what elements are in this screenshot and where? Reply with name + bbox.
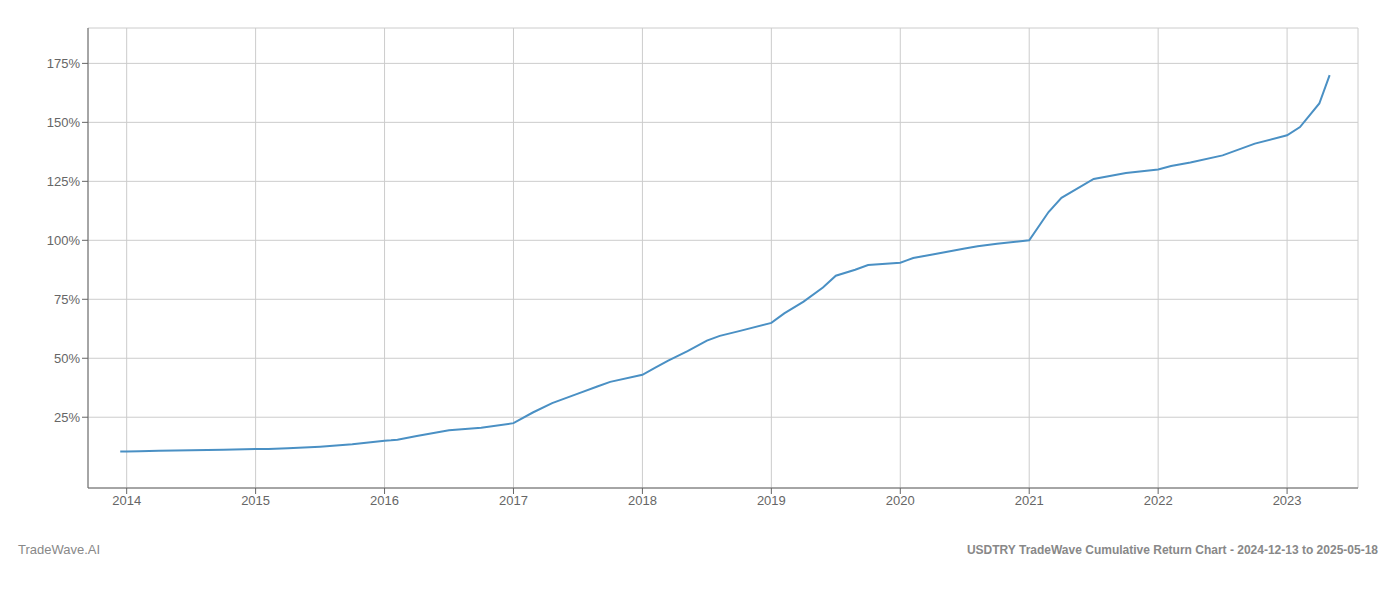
svg-text:150%: 150% — [47, 115, 81, 130]
svg-text:125%: 125% — [47, 174, 81, 189]
svg-text:2014: 2014 — [112, 493, 141, 508]
svg-text:2018: 2018 — [628, 493, 657, 508]
svg-text:2016: 2016 — [370, 493, 399, 508]
html-text:TradeWave.AI: TradeWave.AI — [18, 542, 101, 557]
svg-text:2020: 2020 — [886, 493, 915, 508]
svg-text:75%: 75% — [54, 292, 80, 307]
svg-text:100%: 100% — [47, 233, 81, 248]
svg-text:25%: 25% — [54, 410, 80, 425]
svg-text:2019: 2019 — [757, 493, 786, 508]
html-text:USDTRY TradeWave Cumulative Re: USDTRY TradeWave Cumulative Return Chart… — [967, 543, 1378, 557]
svg-text:175%: 175% — [47, 56, 81, 71]
svg-text:2021: 2021 — [1015, 493, 1044, 508]
svg-text:2022: 2022 — [1144, 493, 1173, 508]
svg-text:50%: 50% — [54, 351, 80, 366]
svg-text:2017: 2017 — [499, 493, 528, 508]
svg-text:2023: 2023 — [1273, 493, 1302, 508]
svg-text:2015: 2015 — [241, 493, 270, 508]
